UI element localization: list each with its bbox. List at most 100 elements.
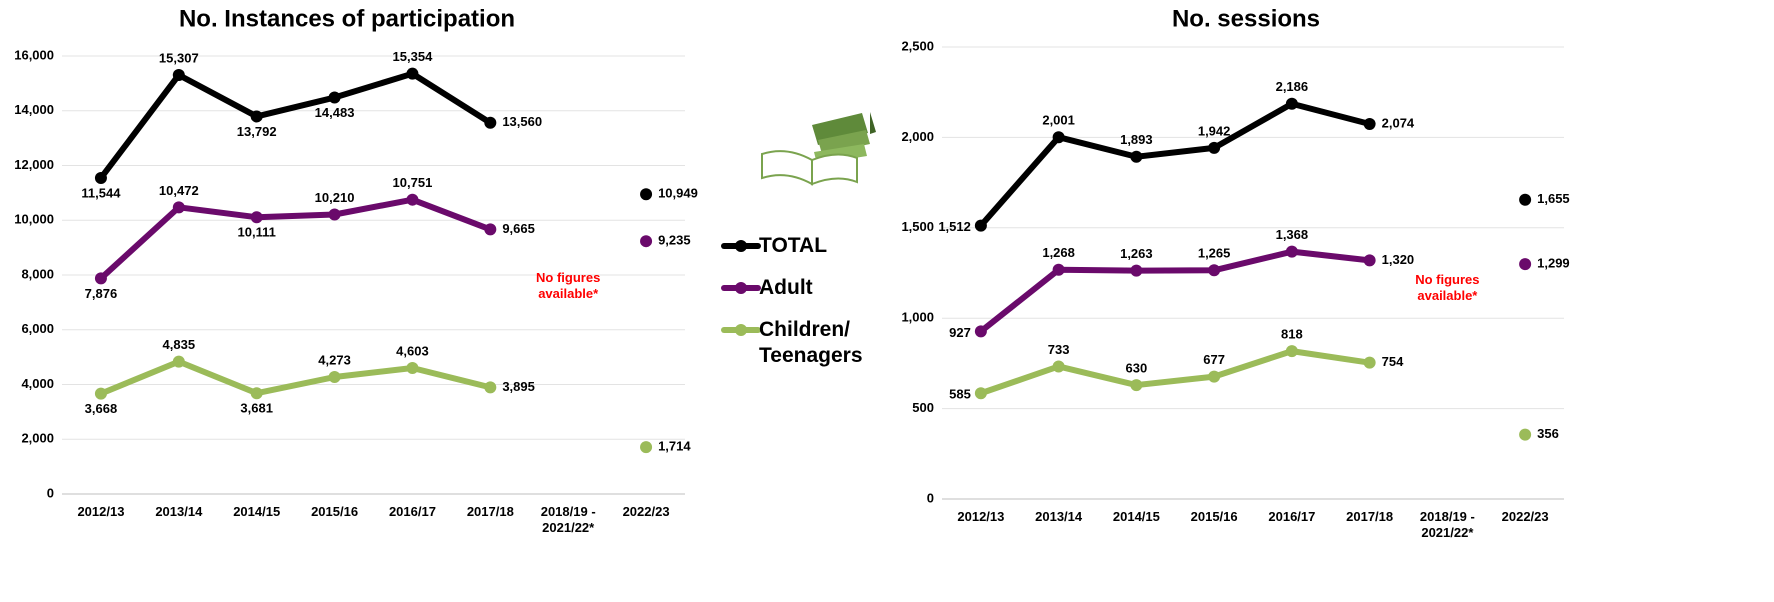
data-point [1285,345,1298,358]
book-icon [761,112,876,186]
annotation: No figures available* [1415,272,1480,303]
y-tick-label: 12,000 [14,157,54,172]
x-tick-label: 2016/17 [388,504,436,519]
x-tick-label: 2017/18 [1346,509,1394,524]
x-tick-label: 2012/13 [77,504,125,519]
data-label: 10,949 [658,186,698,201]
data-point [1052,263,1065,276]
data-label: 10,111 [238,225,276,240]
data-point [974,325,987,338]
data-point [1519,193,1532,206]
x-tick-label: 2016/17 [1268,509,1316,524]
data-label: 15,307 [159,50,199,65]
data-point [250,211,263,224]
y-tick-label: 4,000 [21,376,54,391]
x-tick-label: 2017/18 [466,504,514,519]
data-label: 754 [1382,354,1404,369]
data-point [1363,118,1376,131]
data-label: 15,354 [393,49,434,64]
data-point [172,201,185,214]
data-label: 2,001 [1042,113,1075,128]
data-label: 356 [1537,426,1559,441]
data-label: 7,876 [85,286,118,301]
data-point [640,235,653,248]
data-label: 14,483 [315,105,355,120]
data-point [250,387,263,400]
x-tick-label: 2012/13 [957,509,1005,524]
data-label: 13,792 [237,124,277,139]
data-label: 1,714 [658,439,691,454]
data-point [1130,150,1143,163]
y-tick-label: 500 [912,400,934,415]
series-line [101,362,646,447]
legend-label: Children/ Teenagers [759,318,863,367]
data-point [484,223,497,236]
x-tick-label: 2013/14 [1035,509,1083,524]
data-point [1052,131,1065,144]
legend-marker [735,240,747,252]
data-label: 2,186 [1276,79,1309,94]
y-tick-label: 8,000 [21,266,54,281]
y-tick-label: 10,000 [14,212,54,227]
x-tick-label: 2018/19 - 2021/22* [540,504,596,535]
data-label: 1,942 [1198,123,1231,138]
data-point [1519,258,1532,271]
data-point [1052,360,1065,373]
y-tick-label: 6,000 [21,321,54,336]
data-point [484,381,497,394]
data-point [1208,141,1221,154]
data-point [974,219,987,232]
data-label: 4,273 [318,352,351,367]
data-point [1285,97,1298,110]
data-label: 630 [1126,361,1148,376]
data-point [1519,428,1532,441]
data-label: 733 [1048,342,1070,357]
data-point [328,371,341,384]
data-label: 1,268 [1042,245,1075,260]
y-tick-label: 1,500 [901,219,934,234]
chart-title: No. sessions [1172,5,1320,32]
data-label: 1,368 [1276,227,1309,242]
data-label: 11,544 [81,185,121,200]
legend-label: TOTAL [759,234,828,257]
data-label: 4,603 [396,343,429,358]
data-point [250,110,263,123]
data-point [328,208,341,221]
series-line [101,74,646,195]
y-tick-label: 14,000 [14,102,54,117]
y-tick-label: 1,000 [901,310,934,325]
data-label: 4,835 [163,337,196,352]
x-tick-label: 2018/19 - 2021/22* [1419,509,1475,540]
data-point [406,67,419,80]
data-label: 3,681 [240,401,273,416]
data-point [328,91,341,104]
legend-label: Adult [759,276,813,299]
data-point [172,355,185,368]
data-point [640,188,653,201]
y-tick-label: 2,000 [901,129,934,144]
data-point [406,361,419,374]
y-tick-label: 0 [47,485,54,500]
annotation: No figures available* [536,270,601,301]
data-label: 585 [949,387,971,402]
data-label: 1,263 [1120,246,1153,261]
x-tick-label: 2015/16 [311,504,359,519]
data-point [974,387,987,400]
data-point [172,68,185,81]
chart-title: No. Instances of participation [179,5,515,32]
data-point [1208,264,1221,277]
data-point [1130,264,1143,277]
data-label: 13,560 [502,114,542,129]
data-label: 1,893 [1120,132,1153,147]
data-label: 9,235 [658,233,691,248]
data-label: 677 [1203,352,1225,367]
data-point [1208,370,1221,383]
y-tick-label: 0 [927,490,934,505]
data-point [94,272,107,285]
data-point [94,387,107,400]
x-tick-label: 2014/15 [233,504,281,519]
x-tick-label: 2013/14 [155,504,203,519]
data-point [1130,379,1143,392]
data-point [1285,245,1298,258]
